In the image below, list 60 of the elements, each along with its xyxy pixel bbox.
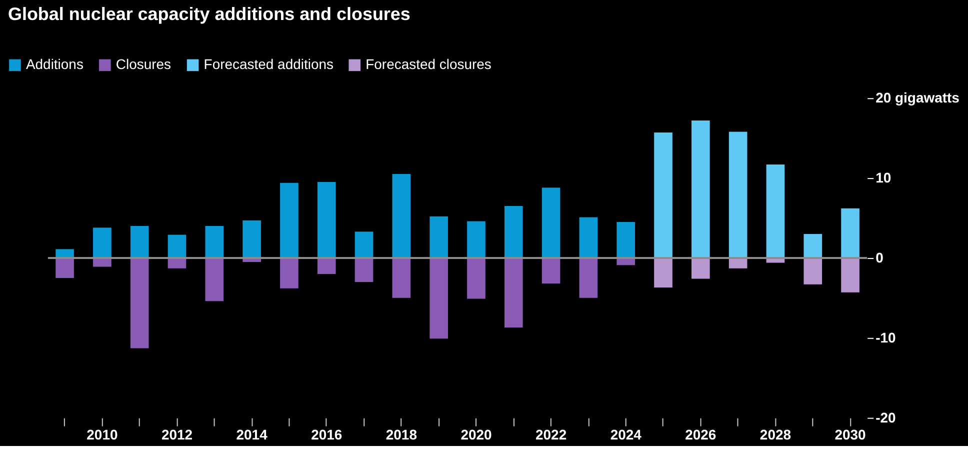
bar [354, 232, 374, 258]
x-tick-label: 2012 [161, 426, 193, 442]
bar [841, 258, 860, 292]
x-tick-label: 2022 [536, 426, 567, 442]
bar [579, 258, 598, 298]
x-tick-label: 2016 [311, 426, 342, 442]
bar [168, 258, 186, 268]
y-tick-label: -10 [876, 329, 896, 346]
bar [130, 226, 149, 258]
bar [804, 258, 822, 284]
bar [504, 206, 523, 258]
bar [205, 226, 224, 258]
y-tick-label: 0 [876, 249, 884, 266]
x-tick-label: 2018 [386, 426, 418, 442]
y-tick-label: 10 [876, 170, 892, 186]
bar [392, 174, 411, 258]
legend-label: Additions [26, 56, 84, 72]
y-tick-label: -20 [876, 409, 896, 426]
bar [616, 222, 636, 258]
bar [242, 220, 261, 258]
bar [542, 188, 560, 258]
bar [392, 258, 411, 298]
legend-label: Closures [116, 56, 172, 72]
bar [430, 258, 448, 339]
bar [467, 221, 486, 258]
bar [130, 258, 149, 348]
x-tick-label: 2024 [610, 426, 642, 442]
bar [804, 234, 822, 258]
x-tick-label: 2028 [760, 426, 792, 442]
bar [467, 258, 486, 299]
bar [280, 182, 298, 258]
x-tick-label: 2010 [86, 426, 118, 442]
bar [504, 258, 523, 328]
legend-label: Forecasted additions [204, 56, 334, 72]
x-tick-label: 2030 [834, 426, 866, 442]
bar [317, 182, 336, 258]
bar [205, 258, 224, 302]
bar [56, 258, 74, 278]
bar [691, 120, 710, 258]
chart-title: Global nuclear capacity additions and closures [8, 4, 410, 24]
bar [354, 258, 374, 282]
bar [168, 234, 186, 258]
bar [654, 132, 672, 258]
x-tick-label: 2020 [460, 426, 492, 442]
bar [542, 258, 560, 284]
bar [728, 132, 748, 258]
x-tick-label: 2026 [685, 426, 716, 442]
bar [93, 228, 112, 258]
bar [841, 208, 860, 258]
y-tick-label: 20 gigawatts [876, 90, 960, 106]
bar [766, 164, 785, 258]
bar [430, 216, 448, 258]
bar [728, 258, 748, 268]
bar [691, 258, 710, 279]
x-tick-label: 2014 [236, 426, 268, 442]
bar [317, 258, 336, 274]
bar [579, 217, 598, 258]
legend-label: Forecasted closures [366, 56, 492, 72]
bar [654, 258, 672, 288]
bar [280, 258, 298, 288]
